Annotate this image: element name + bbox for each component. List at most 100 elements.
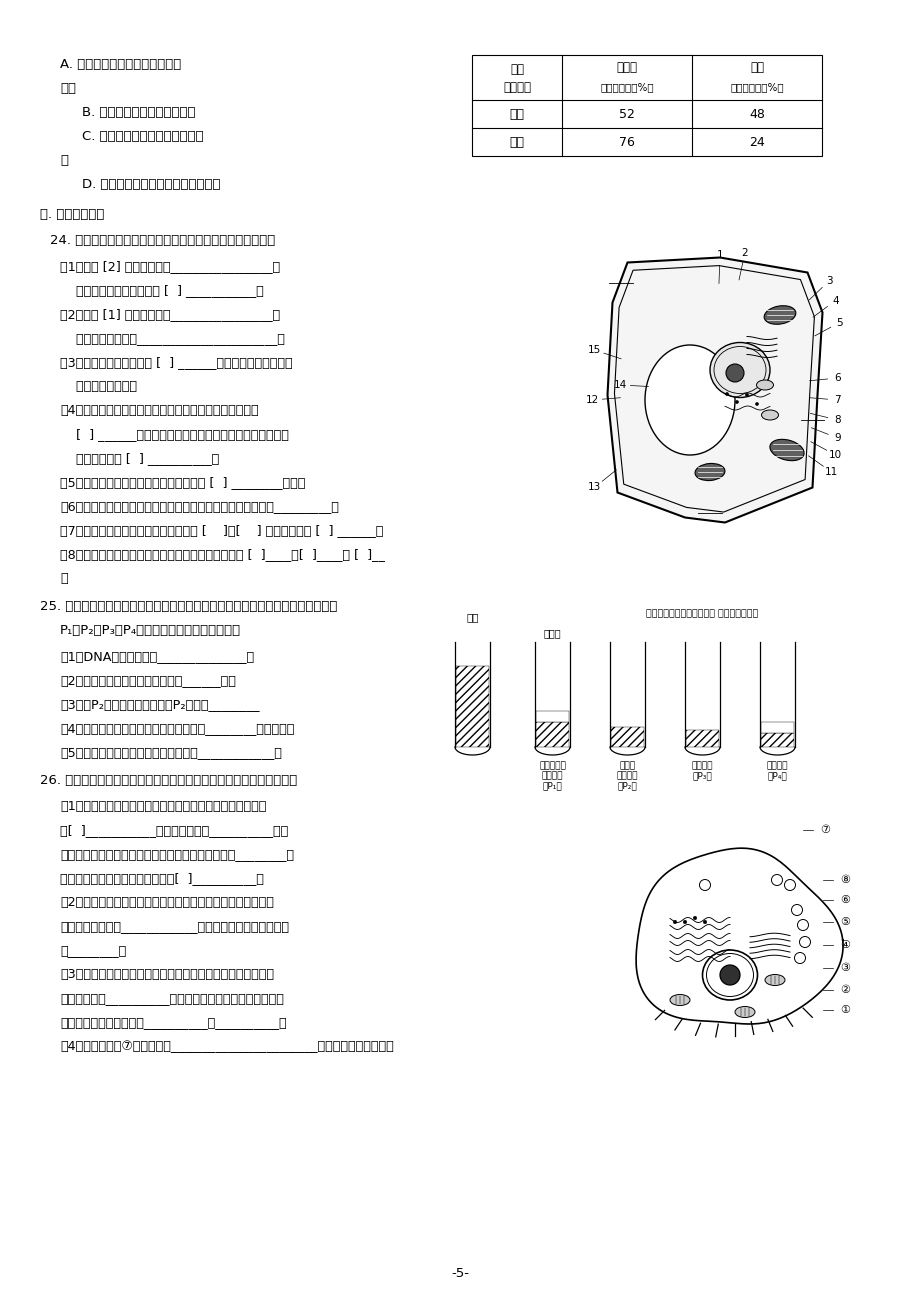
Circle shape xyxy=(698,879,709,891)
Text: 指导下完成；对酶原颗粒进行折叠、组装等的场所是________，: 指导下完成；对酶原颗粒进行折叠、组装等的场所是________， xyxy=(60,848,294,861)
Text: （质量分数／%）: （质量分数／%） xyxy=(730,82,783,92)
Text: （2）合成蛋白质的结构主要存在于______中。: （2）合成蛋白质的结构主要存在于______中。 xyxy=(60,674,235,687)
Circle shape xyxy=(702,921,706,924)
Text: 蛋白质: 蛋白质 xyxy=(616,61,637,74)
Circle shape xyxy=(734,401,738,404)
Text: ④: ④ xyxy=(839,940,849,950)
Circle shape xyxy=(771,875,782,885)
Circle shape xyxy=(720,965,739,986)
Bar xyxy=(456,665,489,747)
Text: （5）细胞进行生命活动所需的能量主要由 [  ] ________供给。: （5）细胞进行生命活动所需的能量主要由 [ ] ________供给。 xyxy=(60,477,305,490)
Text: 同: 同 xyxy=(60,154,68,167)
Circle shape xyxy=(799,936,810,948)
Ellipse shape xyxy=(709,342,769,397)
Bar xyxy=(536,711,568,723)
Text: 能不相符的是__________。与其吸收葡萄糖和氨基酸提供条: 能不相符的是__________。与其吸收葡萄糖和氨基酸提供条 xyxy=(60,992,284,1005)
Ellipse shape xyxy=(702,950,756,1000)
Text: （质量分数／%）: （质量分数／%） xyxy=(599,82,653,92)
Circle shape xyxy=(784,879,795,891)
Text: 与其形成有关的细胞器是 [  ] ___________。: 与其形成有关的细胞器是 [ ] ___________。 xyxy=(60,284,264,297)
Text: 8: 8 xyxy=(834,415,840,424)
Text: 具有的结构是 [  ] __________。: 具有的结构是 [ ] __________。 xyxy=(60,452,219,465)
Text: 件有直接关系的细胞器是__________和__________。: 件有直接关系的细胞器是__________和__________。 xyxy=(60,1016,287,1029)
Ellipse shape xyxy=(764,306,795,324)
Text: 14: 14 xyxy=(613,380,627,391)
Text: 再离心: 再离心 xyxy=(543,628,561,638)
Circle shape xyxy=(794,953,805,963)
Text: -5-: -5- xyxy=(450,1267,469,1280)
Text: （1）DNA含量最多的是______________。: （1）DNA含量最多的是______________。 xyxy=(60,650,254,663)
Text: 24: 24 xyxy=(748,135,764,148)
Text: （4）用符号表示⑦的运输过程_______________________。由此可看出，细胞内: （4）用符号表示⑦的运输过程_______________________。由此… xyxy=(60,1040,393,1053)
Text: （4）若该细胞是西瓜的红色果肉细胞，则色素主要存在于: （4）若该细胞是西瓜的红色果肉细胞，则色素主要存在于 xyxy=(60,404,258,417)
Text: 24. 右图是某种生物的细胞亚显微结构示意图，试据图回答：: 24. 右图是某种生物的细胞亚显微结构示意图，试据图回答： xyxy=(50,234,275,247)
Text: 其结构特点是具有______________________。: 其结构特点是具有______________________。 xyxy=(60,332,285,345)
Circle shape xyxy=(725,365,743,381)
Circle shape xyxy=(725,392,728,396)
Text: ⑧: ⑧ xyxy=(839,875,849,885)
Ellipse shape xyxy=(761,410,777,421)
Bar xyxy=(760,733,793,747)
Text: 是[  ]___________，合成时必须在__________直接: 是[ ]___________，合成时必须在__________直接 xyxy=(60,824,288,837)
Text: （1）图中 [2] 的主要成分是________________，: （1）图中 [2] 的主要成分是________________， xyxy=(60,260,279,273)
Text: 的酶: 的酶 xyxy=(60,82,76,95)
Text: 6: 6 xyxy=(834,372,840,383)
Text: （3）如果图示细胞是一个小肠绒毛上皮细胞，则图示中与其功: （3）如果图示细胞是一个小肠绒毛上皮细胞，则图示中与其功 xyxy=(60,967,274,980)
Text: ⑥: ⑥ xyxy=(839,894,849,905)
Text: 9: 9 xyxy=(834,434,840,443)
Ellipse shape xyxy=(706,953,753,996)
Text: 25. 在适当条件下，研碎绿色植物的叶肉细胞，放入离心管中离心，根据下图所示: 25. 在适当条件下，研碎绿色植物的叶肉细胞，放入离心管中离心，根据下图所示 xyxy=(40,600,337,613)
Ellipse shape xyxy=(734,1006,754,1017)
Circle shape xyxy=(797,919,808,931)
Text: 外膜: 外膜 xyxy=(509,108,524,121)
Text: （1）如果图示细胞是一个胰腺细胞，则酶原颗粒的合成场所: （1）如果图示细胞是一个胰腺细胞，则酶原颗粒的合成场所 xyxy=(60,799,267,812)
Text: 棒状颗粒
（P₃）: 棒状颗粒 （P₃） xyxy=(691,760,712,780)
Text: 48: 48 xyxy=(748,108,764,121)
Text: （3）给P₂照光有氧生成，说明P₂主要是________: （3）给P₂照光有氧生成，说明P₂主要是________ xyxy=(60,698,259,711)
Text: （4）能彻底分解葡萄糖，并释放能量的是________。研碎的细: （4）能彻底分解葡萄糖，并释放能量的是________。研碎的细 xyxy=(60,723,294,736)
Text: （8）若该细胞是高等动物细胞，则不该具有的结构是 [  ]____、[  ]____和 [  ]__: （8）若该细胞是高等动物细胞，则不该具有的结构是 [ ]____、[ ]____… xyxy=(60,548,384,561)
Text: 26. 如图所示胰腺细胞合成与分泌酶原颗粒的大致过程，请据图回答：: 26. 如图所示胰腺细胞合成与分泌酶原颗粒的大致过程，请据图回答： xyxy=(40,773,297,786)
Text: D. 内膜表面积大，导致蛋白质含量高: D. 内膜表面积大，导致蛋白质含量高 xyxy=(82,178,221,191)
Text: 52: 52 xyxy=(618,108,634,121)
Text: 13: 13 xyxy=(587,483,600,492)
Text: 76: 76 xyxy=(618,135,634,148)
Ellipse shape xyxy=(644,345,734,454)
Text: 1: 1 xyxy=(716,250,722,260)
Text: （3）太阳能通过图中结构 [  ] ______中进行的光合作用后，: （3）太阳能通过图中结构 [ ] ______中进行的光合作用后， xyxy=(60,355,292,368)
Text: 离心: 离心 xyxy=(466,612,478,622)
Text: 10: 10 xyxy=(828,450,841,460)
Text: 4: 4 xyxy=(832,296,838,306)
Text: 才能进入生物界。: 才能进入生物界。 xyxy=(60,380,137,393)
Text: 5: 5 xyxy=(835,318,842,328)
Text: 12: 12 xyxy=(585,395,598,405)
Text: 。: 。 xyxy=(60,572,68,585)
Text: 3: 3 xyxy=(825,276,832,285)
Text: A. 内膜含有许多与有氧呼吸有关: A. 内膜含有许多与有氧呼吸有关 xyxy=(60,59,181,72)
Text: 椭圆形
球形颗粒
（P₂）: 椭圆形 球形颗粒 （P₂） xyxy=(616,760,638,790)
Text: 粒状小体
（P₄）: 粒状小体 （P₄） xyxy=(766,760,788,780)
Circle shape xyxy=(744,393,748,397)
Text: 内膜: 内膜 xyxy=(509,135,524,148)
Text: （6）如果该细胞是低等植物细胞，则图中还应该有的细胞器是_________。: （6）如果该细胞是低等植物细胞，则图中还应该有的细胞器是_________。 xyxy=(60,500,338,513)
Text: 对其进行浓缩加工、运输的场所是[  ]__________。: 对其进行浓缩加工、运输的场所是[ ]__________。 xyxy=(60,872,264,885)
Text: （2）图中 [1] 的主要成分是________________，: （2）图中 [1] 的主要成分是________________， xyxy=(60,309,279,322)
Text: ②: ② xyxy=(839,986,849,995)
Ellipse shape xyxy=(669,995,689,1005)
Text: （7）图中细胞内具有双层膜结构的除有 [    ]、[    ] 外，还应该有 [  ] ______。: （7）图中细胞内具有双层膜结构的除有 [ ]、[ ] 外，还应该有 [ ] __… xyxy=(60,523,383,536)
Text: 显减少的细胞器是____________，汗腺细胞的分泌物主要来: 显减少的细胞器是____________，汗腺细胞的分泌物主要来 xyxy=(60,921,289,934)
Circle shape xyxy=(754,402,757,405)
Text: 细胞壁、核
物质沉淀
（P₁）: 细胞壁、核 物质沉淀 （P₁） xyxy=(539,760,565,790)
Text: 7: 7 xyxy=(834,395,840,405)
Text: 三. 综合分析题：: 三. 综合分析题： xyxy=(40,208,104,221)
Text: （2）如果图示细胞是一个汗腺细胞，则该细胞中比胰腺细胞明: （2）如果图示细胞是一个汗腺细胞，则该细胞中比胰腺细胞明 xyxy=(60,896,274,909)
Text: C. 内膜、外膜的化学组成大致相: C. 内膜、外膜的化学组成大致相 xyxy=(82,130,203,143)
Bar xyxy=(760,723,793,733)
Text: 线粒体膜: 线粒体膜 xyxy=(503,81,530,94)
Circle shape xyxy=(683,921,686,924)
Ellipse shape xyxy=(765,974,784,986)
Text: ⑤: ⑤ xyxy=(839,917,849,927)
Text: （5）肯定含有与有氧呼吸有关的酶的是____________。: （5）肯定含有与有氧呼吸有关的酶的是____________。 xyxy=(60,746,281,759)
Text: 11: 11 xyxy=(824,467,837,477)
Bar xyxy=(536,723,568,747)
